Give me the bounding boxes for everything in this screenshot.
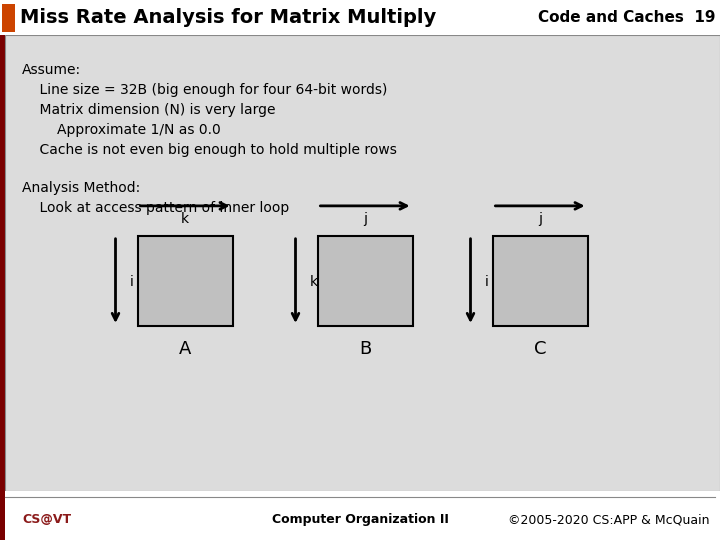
- Text: i: i: [130, 275, 133, 289]
- Bar: [0, 491, 5, 540]
- Text: i: i: [485, 275, 488, 289]
- Bar: [0, 35, 5, 491]
- Text: Analysis Method:: Analysis Method:: [22, 181, 140, 195]
- Text: CS@VT: CS@VT: [22, 513, 71, 526]
- Text: Miss Rate Analysis for Matrix Multiply: Miss Rate Analysis for Matrix Multiply: [20, 8, 436, 27]
- Text: k: k: [310, 275, 318, 289]
- Text: Computer Organization II: Computer Organization II: [271, 513, 449, 526]
- Text: Matrix dimension (N) is very large: Matrix dimension (N) is very large: [22, 103, 276, 117]
- Text: j: j: [538, 212, 542, 226]
- Bar: [492, 236, 588, 326]
- Text: k: k: [181, 212, 189, 226]
- Text: B: B: [359, 340, 371, 358]
- Text: ©2005-2020 CS:APP & McQuain: ©2005-2020 CS:APP & McQuain: [508, 513, 710, 526]
- Bar: [318, 236, 413, 326]
- Text: A: A: [179, 340, 192, 358]
- Text: j: j: [363, 212, 367, 226]
- Text: C: C: [534, 340, 546, 358]
- Bar: [138, 236, 233, 326]
- Text: Assume:: Assume:: [22, 63, 81, 77]
- Text: Look at access pattern of inner loop: Look at access pattern of inner loop: [22, 201, 289, 215]
- Text: Line size = 32B (big enough for four 64-bit words): Line size = 32B (big enough for four 64-…: [22, 83, 387, 97]
- Bar: [2, 3, 15, 31]
- Text: Code and Caches  19: Code and Caches 19: [538, 10, 715, 25]
- Text: Cache is not even big enough to hold multiple rows: Cache is not even big enough to hold mul…: [22, 143, 397, 157]
- Text: Approximate 1/N as 0.0: Approximate 1/N as 0.0: [22, 123, 221, 137]
